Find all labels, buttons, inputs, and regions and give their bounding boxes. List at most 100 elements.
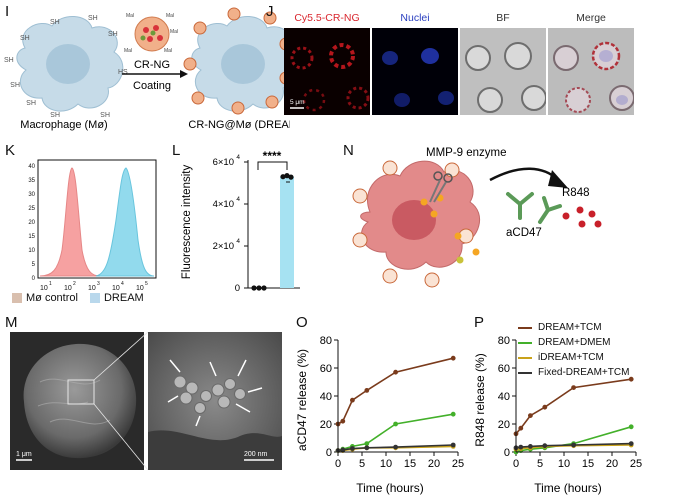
nuclei-title: Nuclei xyxy=(400,12,430,24)
o-data-point xyxy=(340,418,346,424)
panel-label-i: I xyxy=(5,3,10,20)
o-xtick-label: 10 xyxy=(380,458,392,470)
l-point-dream xyxy=(284,173,290,179)
p-xtick-label: 15 xyxy=(582,458,594,470)
panel-i-schematic: SH SH SH SH SH HS HS HS HS HS Mal Mal Ma… xyxy=(4,7,290,131)
p-ytick-label: 20 xyxy=(498,419,510,431)
r848-molecules xyxy=(562,206,602,228)
p-ytick-label: 60 xyxy=(498,363,510,375)
l-point-dream xyxy=(280,174,286,180)
k-xtick-exp-2: 2 xyxy=(73,281,76,287)
p-data-point xyxy=(628,441,634,446)
l-point-control xyxy=(261,285,267,291)
p-data-point xyxy=(528,444,533,449)
l-point-control xyxy=(251,285,257,291)
control-histogram xyxy=(39,167,101,277)
op-legend-swatch xyxy=(518,326,532,329)
l-points xyxy=(251,173,294,291)
o-ylabel: aCD47 release (%) xyxy=(295,349,309,451)
sem-nanoparticles xyxy=(173,375,246,414)
k-legend: Mø control DREAM xyxy=(12,292,144,304)
p-data-point xyxy=(518,444,524,450)
hs-label-4: HS xyxy=(100,110,110,117)
op-legend-item: DREAM+TCM xyxy=(518,320,629,335)
l-ytick-2: 4×10 xyxy=(213,199,234,210)
k-ytick-4: 20 xyxy=(28,220,35,226)
enzyme-label: MMP-9 enzyme xyxy=(426,147,507,159)
l-ytick-1-exp: 4 xyxy=(236,238,240,245)
k-ytick-1: 5 xyxy=(32,262,36,268)
k-xtick-base-3: 10 xyxy=(88,285,96,292)
release-arrowhead xyxy=(548,170,568,188)
op-legend-label: Fixed-DREAM+TCM xyxy=(538,367,630,378)
k-xtick-base-2: 10 xyxy=(64,285,72,292)
k-ytick-3: 15 xyxy=(28,234,35,240)
p-ytick-label: 40 xyxy=(498,391,510,403)
bf-image xyxy=(460,28,546,115)
o-data-point xyxy=(393,421,398,427)
mal-label-3: Mal xyxy=(170,29,178,35)
k-ytick-8: 40 xyxy=(28,164,35,170)
p-xtick-label: 0 xyxy=(513,458,519,470)
hs-label-3: HS xyxy=(50,110,60,117)
p-ytick-label: 0 xyxy=(504,447,510,459)
op-legend-label: iDREAM+TCM xyxy=(538,352,604,363)
o-data-point xyxy=(364,388,370,393)
k-ytick-0: 0 xyxy=(32,276,36,282)
released-drugs xyxy=(420,194,480,264)
p-data-point xyxy=(571,385,576,390)
panel-label-k: K xyxy=(5,142,16,159)
dream-cell-n xyxy=(360,160,480,270)
o-xtick-label: 0 xyxy=(335,458,341,470)
scissors-icon xyxy=(429,171,453,203)
k-ytick-6: 30 xyxy=(28,192,35,198)
dream-histogram xyxy=(95,167,155,277)
k-xtick-base-4: 10 xyxy=(112,285,120,292)
k-xtick-exp-4: 4 xyxy=(121,281,124,287)
mal-label-4: Mal xyxy=(124,48,132,54)
legend-control-label: Mø control xyxy=(26,292,78,304)
p-data-point xyxy=(628,424,634,430)
l-ytick-3: 6×10 xyxy=(213,157,234,168)
k-xtick-exp-3: 3 xyxy=(97,281,100,287)
sem-scale-right: 200 nm xyxy=(244,451,268,458)
dream-caption: CR-NG@Mø (DREAM) xyxy=(188,119,290,131)
p-ytick-label: 80 xyxy=(498,335,510,347)
op-legend-item: iDREAM+TCM xyxy=(518,350,629,365)
panel-label-p: P xyxy=(474,314,485,331)
o-series-line xyxy=(337,357,454,425)
l-ytick-0: 0 xyxy=(235,283,240,294)
panel-p-chart: R848 release (%) Time (hours) 0 5 10 15 20 25… xyxy=(473,335,642,495)
o-data-point xyxy=(450,411,456,417)
op-legend-swatch xyxy=(518,356,532,359)
o-xtick-label: 20 xyxy=(428,458,440,470)
l-point-dream xyxy=(288,174,294,180)
mal-label-1: Mal xyxy=(126,13,134,19)
o-ytick-label: 80 xyxy=(320,335,332,347)
macrophage-cell xyxy=(16,16,124,112)
p-data-point xyxy=(528,413,533,418)
nuclei-image xyxy=(372,28,458,115)
sem-zoom-box xyxy=(67,379,95,405)
o-xlabel: Time (hours) xyxy=(356,481,424,495)
coating-arrowhead xyxy=(180,70,188,78)
op-legend: DREAM+TCM DREAM+DMEM iDREAM+TCM Fixed-DR… xyxy=(518,320,629,380)
panel-l-barchart: Fluorescence intensity 0 2×10 4 4×10 4 6… xyxy=(181,149,300,294)
op-legend-swatch xyxy=(518,341,532,344)
l-sig-bracket xyxy=(257,161,288,170)
panel-label-m: M xyxy=(5,314,18,331)
k-xtick-base-1: 10 xyxy=(40,285,48,292)
p-ylabel: R848 release (%) xyxy=(473,353,487,446)
k-xtick-exp-5: 5 xyxy=(145,281,148,287)
sem-arrows xyxy=(167,359,263,427)
arrow-top-label: CR-NG xyxy=(134,59,170,71)
o-ytick-label: 60 xyxy=(320,363,332,375)
scale-bar-label: 5 μm xyxy=(290,99,305,106)
p-xtick-label: 25 xyxy=(630,458,642,470)
p-xtick-label: 5 xyxy=(537,458,543,470)
mal-label-5: Mal xyxy=(164,48,172,54)
sh-label-5: SH xyxy=(4,57,14,64)
p-data-point xyxy=(571,442,576,448)
panel-label-l: L xyxy=(172,142,181,159)
o-ytick-label: 0 xyxy=(326,447,332,459)
